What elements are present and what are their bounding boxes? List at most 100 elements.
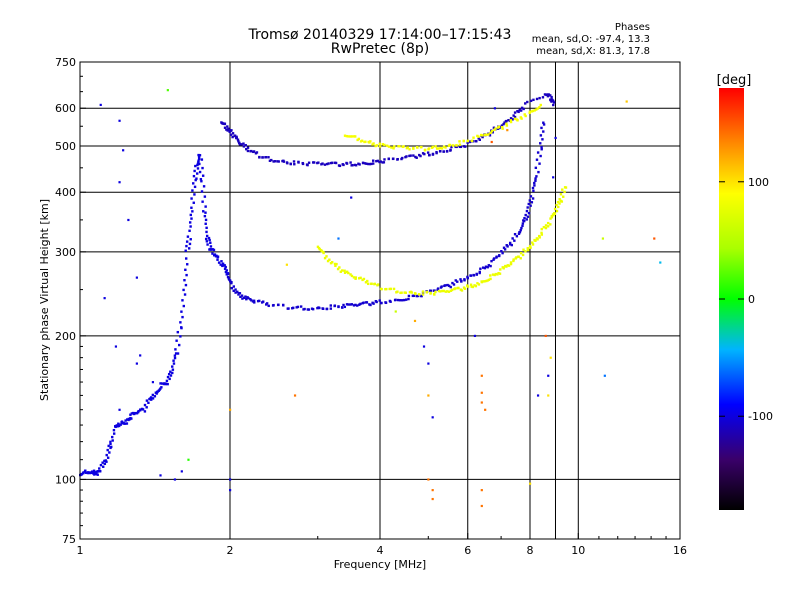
- data-point: [515, 256, 518, 259]
- data-point: [434, 290, 437, 294]
- data-point: [261, 156, 264, 159]
- data-point: [535, 158, 539, 161]
- data-point: [245, 297, 248, 301]
- data-point: [531, 243, 535, 246]
- data-point: [192, 174, 196, 178]
- data-point: [551, 213, 555, 216]
- data-point: [159, 382, 162, 385]
- data-point: [494, 127, 497, 130]
- scatter-point: [293, 394, 297, 397]
- data-point: [396, 298, 400, 302]
- data-point: [232, 285, 236, 288]
- x-tick-label: 6: [464, 544, 471, 557]
- data-point: [525, 209, 529, 213]
- data-point: [193, 169, 196, 173]
- data-point: [229, 280, 232, 283]
- data-point: [555, 203, 558, 207]
- data-point: [205, 240, 209, 243]
- data-point: [552, 103, 555, 107]
- data-point: [236, 290, 239, 294]
- data-point: [362, 277, 366, 281]
- data-point: [350, 135, 354, 138]
- data-point: [408, 148, 411, 151]
- scatter-point: [229, 489, 232, 492]
- data-point: [489, 264, 492, 268]
- data-point: [337, 305, 340, 309]
- data-point: [540, 227, 543, 231]
- data-point: [231, 135, 234, 139]
- data-point: [341, 306, 344, 309]
- y-tick-label: 400: [55, 186, 76, 199]
- data-point: [392, 287, 396, 291]
- phase-stats-x: mean, sd,X: 81.3, 17.8: [536, 46, 650, 57]
- data-point: [383, 158, 386, 161]
- data-point: [434, 145, 437, 148]
- scatter-point: [229, 478, 232, 481]
- data-point: [345, 161, 348, 165]
- data-point: [173, 354, 177, 357]
- colorbar-tick-label: -100: [748, 410, 773, 423]
- data-point: [190, 197, 193, 200]
- data-point: [436, 287, 440, 290]
- data-point: [115, 424, 118, 427]
- data-point: [381, 143, 384, 146]
- data-point: [372, 162, 375, 165]
- data-point: [412, 154, 415, 157]
- data-point: [329, 307, 333, 310]
- data-point: [325, 162, 329, 166]
- data-point: [349, 135, 352, 138]
- scatter-point: [431, 497, 434, 501]
- data-point: [282, 160, 286, 163]
- data-point: [188, 242, 192, 246]
- scatter-point: [473, 334, 477, 338]
- data-point: [352, 276, 356, 279]
- data-point: [247, 296, 250, 300]
- data-point: [524, 213, 527, 217]
- data-point: [362, 301, 365, 304]
- data-point: [150, 398, 153, 401]
- scatter-point: [427, 362, 430, 365]
- scatter-point: [431, 489, 434, 492]
- data-point: [258, 156, 261, 159]
- data-point: [381, 161, 384, 164]
- data-point: [501, 266, 504, 269]
- data-point: [113, 425, 117, 428]
- x-tick-label: 4: [377, 544, 384, 557]
- data-point: [538, 96, 541, 100]
- data-point: [354, 135, 357, 138]
- data-point: [328, 258, 331, 261]
- data-point: [526, 100, 529, 104]
- data-point: [557, 205, 560, 209]
- data-point: [546, 225, 550, 228]
- phase-stats-o: mean, sd,O: -97.4, 13.3: [531, 34, 650, 45]
- data-point: [530, 201, 534, 204]
- data-point: [321, 307, 325, 310]
- data-point: [228, 130, 231, 133]
- data-point: [513, 239, 516, 242]
- data-point: [186, 263, 189, 266]
- data-point: [345, 303, 349, 306]
- data-point: [483, 266, 487, 270]
- scatter-point: [114, 345, 118, 348]
- data-point: [225, 273, 228, 276]
- data-point: [364, 281, 368, 284]
- data-point: [387, 157, 390, 160]
- data-point: [484, 265, 488, 268]
- data-point: [421, 290, 425, 293]
- data-point: [374, 144, 377, 148]
- data-point: [492, 257, 496, 260]
- data-point: [197, 153, 200, 157]
- data-point: [539, 134, 543, 137]
- data-point: [505, 124, 509, 127]
- scatter-point: [490, 140, 493, 144]
- scatter-point: [118, 181, 121, 184]
- data-point: [558, 202, 561, 205]
- data-point: [220, 260, 223, 263]
- data-point: [198, 154, 202, 157]
- data-point: [390, 146, 393, 149]
- data-point: [132, 411, 135, 415]
- trace-f2-x-mode-multi-hop: [343, 103, 542, 152]
- data-point: [200, 180, 203, 183]
- data-point: [376, 159, 379, 163]
- data-point: [345, 270, 349, 273]
